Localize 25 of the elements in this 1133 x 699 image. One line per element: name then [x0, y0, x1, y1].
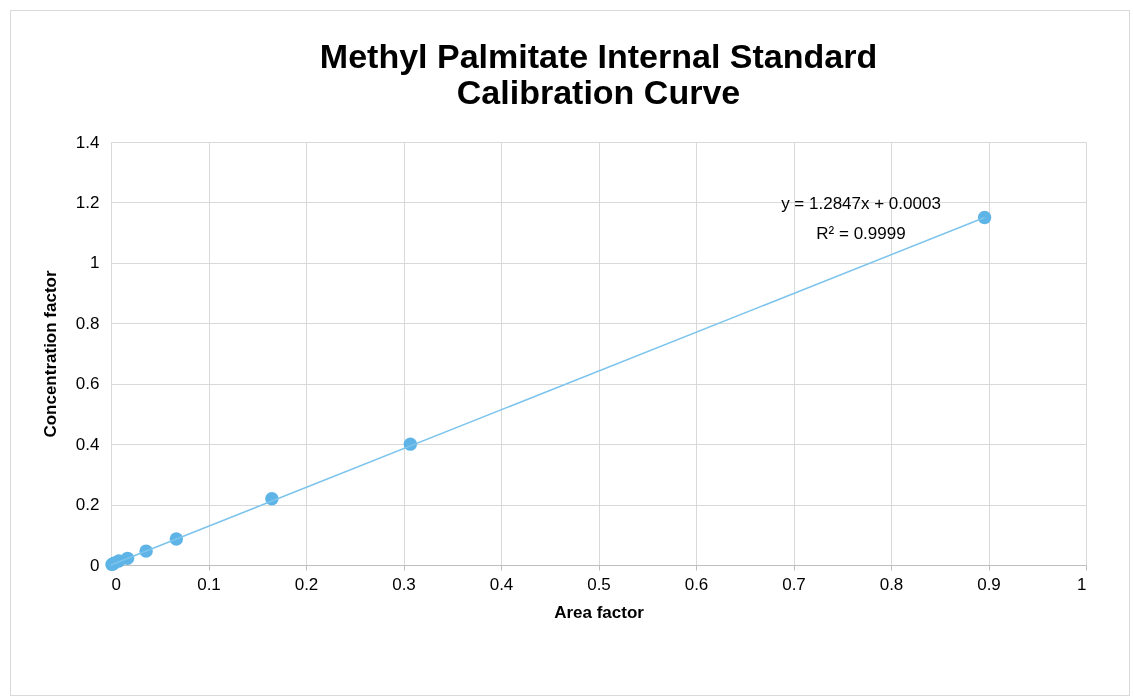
x-tick-label: 0.3 [392, 574, 416, 594]
y-tick-label: 0.4 [75, 434, 100, 454]
y-tick-label: 0.8 [75, 313, 100, 333]
x-tick-label: 0 [111, 574, 121, 594]
x-tick-label: 0.5 [587, 574, 611, 594]
x-tick-label: 0.6 [684, 574, 709, 594]
y-axis-title: Concentration factor [40, 270, 60, 438]
x-tick-label: 0.2 [294, 574, 319, 594]
text: Methyl Palmitate Internal Standard [319, 37, 878, 75]
y-tick-label: 1 [90, 253, 100, 273]
y-tick-label: 0.2 [75, 495, 100, 515]
y-tick-label: 1.2 [75, 192, 100, 212]
x-tick-label: 1 [1077, 574, 1087, 594]
x-tick-label: 0.9 [977, 574, 1001, 594]
annotation: R² = 0.9999 [816, 224, 906, 243]
annotation: y = 1.2847x + 0.0003 [781, 194, 941, 213]
x-tick-label: 0.1 [197, 574, 221, 594]
x-tick-label: 0.7 [782, 574, 806, 594]
text: Calibration Curve [456, 73, 741, 111]
x-axis-title: Area factor [554, 602, 645, 622]
y-tick-label: 0.6 [75, 374, 100, 394]
y-tick-label: 0 [90, 555, 100, 575]
x-tick-label: 0.8 [879, 574, 904, 594]
x-tick-label: 0.4 [489, 574, 514, 594]
y-tick-label: 1.4 [75, 132, 100, 152]
